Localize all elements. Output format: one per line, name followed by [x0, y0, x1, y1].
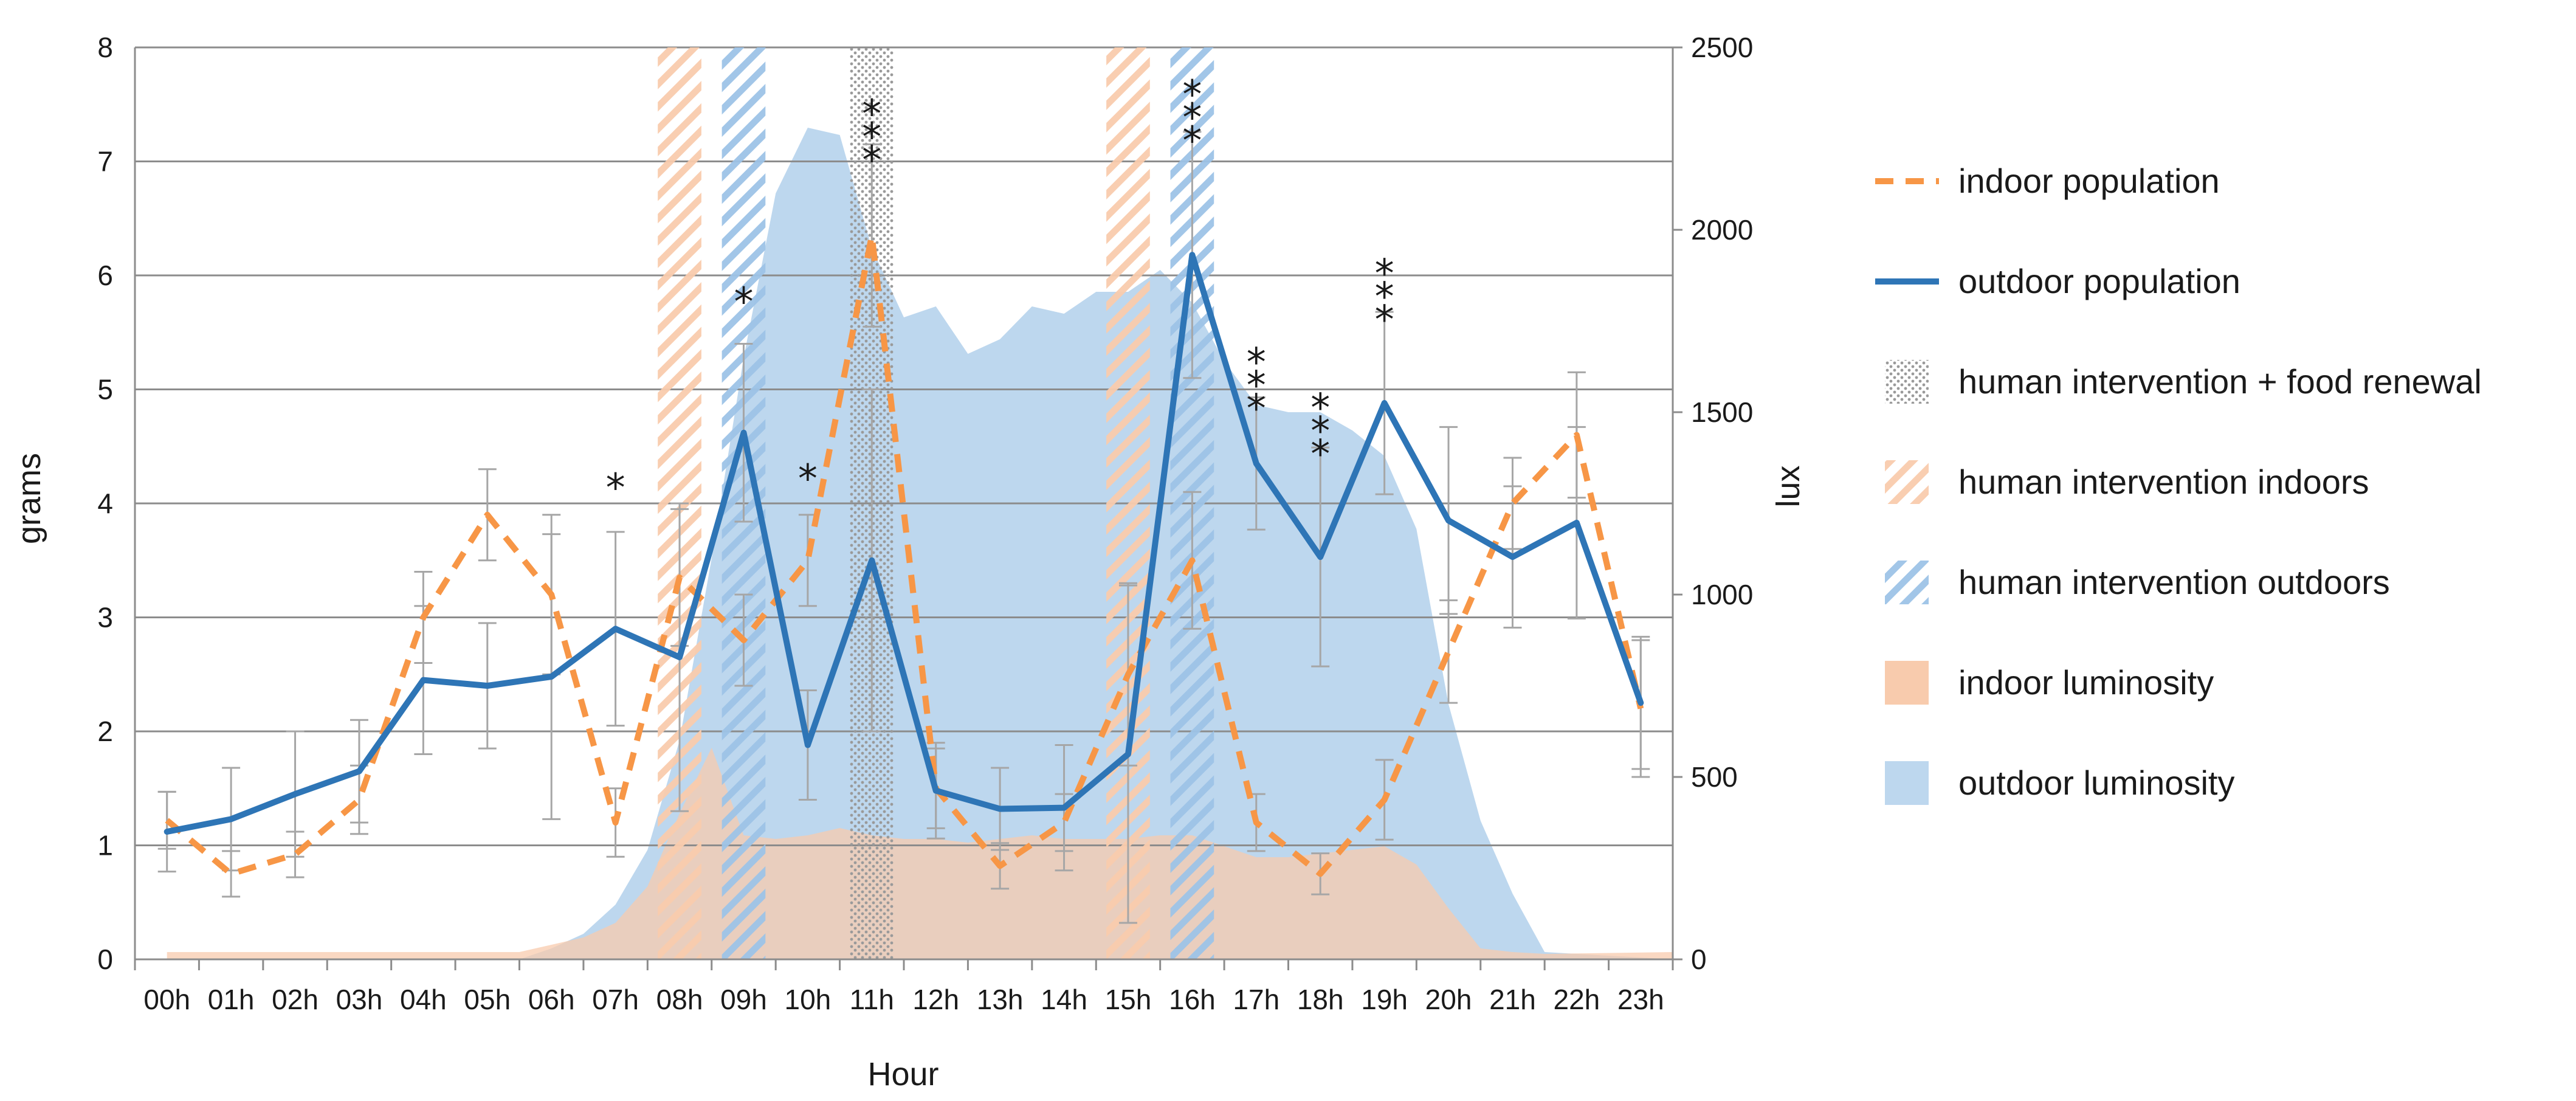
legend-item: indoor population: [1875, 162, 2220, 200]
legend-label: outdoor population: [1958, 262, 2240, 300]
x-tick-label: 14h: [1041, 984, 1087, 1015]
y-tick-label: 2: [97, 716, 113, 747]
outdoor-population-line: [164, 252, 1644, 835]
indoor-population-line: [165, 232, 1644, 877]
x-tick-label: 13h: [977, 984, 1024, 1015]
x-tick-label: 22h: [1554, 984, 1600, 1015]
y2-tick-label: 0: [1691, 944, 1707, 975]
significance-marker-19h: * * *: [1375, 252, 1394, 343]
x-tick-label: 04h: [400, 984, 447, 1015]
asterisk: *: [862, 138, 881, 183]
asterisk: *: [1310, 409, 1330, 454]
y2-tick-label: 1000: [1691, 579, 1753, 610]
asterisk: *: [1247, 387, 1266, 432]
legend-label: outdoor luminosity: [1958, 764, 2234, 802]
legend-swatch-fill-orange: [1885, 661, 1929, 705]
x-tick-label: 15h: [1105, 984, 1152, 1015]
x-tick-label: 09h: [720, 984, 767, 1015]
asterisk: *: [1375, 298, 1394, 343]
asterisk: *: [1375, 275, 1394, 320]
legend-label: human intervention outdoors: [1958, 563, 2390, 601]
x-tick-label: 10h: [785, 984, 832, 1015]
legend-label: human intervention + food renewal: [1958, 362, 2482, 401]
y2-tick-label: 2000: [1691, 214, 1753, 246]
legend-label: indoor population: [1958, 162, 2220, 200]
legend-label: human intervention indoors: [1958, 463, 2369, 501]
y2-tick-label: 500: [1691, 761, 1738, 793]
significance-marker-07h: *: [606, 466, 625, 511]
significance-marker-16h: * * *: [1182, 72, 1202, 164]
legend-item: human intervention + food renewal: [1885, 360, 2482, 404]
outdoor-luminosity-area: [167, 128, 1673, 959]
asterisk: *: [1247, 364, 1266, 409]
x-axis-title: Hour: [867, 1056, 938, 1092]
x-tick-label: 12h: [912, 984, 959, 1015]
x-tick-label: 00h: [143, 984, 190, 1015]
legend-label: indoor luminosity: [1958, 663, 2214, 702]
asterisk: *: [734, 280, 753, 325]
asterisk: *: [1182, 72, 1202, 117]
y-tick-label: 3: [97, 602, 113, 633]
significance-marker-17h: * * *: [1247, 340, 1266, 432]
y-tick-label: 1: [97, 830, 113, 861]
legend-item: human intervention indoors: [1885, 460, 2369, 504]
asterisk: *: [1182, 119, 1202, 164]
asterisk: *: [862, 92, 881, 137]
asterisk: *: [1310, 432, 1330, 477]
y-tick-label: 7: [97, 146, 113, 178]
x-tick-label: 18h: [1297, 984, 1344, 1015]
legend-item: human intervention outdoors: [1885, 561, 2390, 604]
x-tick-label: 19h: [1361, 984, 1408, 1015]
y-tick-label: 6: [97, 260, 113, 291]
legend-swatch-hatch-orange: [1885, 460, 1929, 504]
luminosity-areas: [167, 128, 1673, 959]
asterisk: *: [1375, 252, 1394, 297]
x-tick-label: 16h: [1169, 984, 1216, 1015]
legend-swatch-fill-blue: [1885, 761, 1929, 805]
x-tick-label: 06h: [528, 984, 575, 1015]
asterisk: *: [1247, 340, 1266, 385]
indoor-luminosity-area: [167, 748, 1673, 959]
x-tick-label: 17h: [1233, 984, 1279, 1015]
significance-markers: **** * ** * ** * * * * ** * *: [606, 72, 1394, 511]
x-tick-label: 08h: [656, 984, 703, 1015]
significance-marker-09h: *: [734, 280, 753, 325]
y2-tick-label: 1500: [1691, 396, 1753, 428]
y2-tick-label: 2500: [1691, 32, 1753, 63]
population-lines: [164, 232, 1644, 877]
legend-swatch-hatch-blue: [1885, 561, 1929, 604]
x-tick-label: 05h: [464, 984, 511, 1015]
legend: indoor population outdoor population human…: [1875, 162, 2482, 805]
significance-marker-18h: * * *: [1310, 386, 1330, 477]
x-tick-label: 02h: [272, 984, 319, 1015]
legend-item: indoor luminosity: [1885, 661, 2214, 705]
x-tick-label: 07h: [592, 984, 639, 1015]
asterisk: *: [606, 466, 625, 511]
y2-axis-title: lux: [1770, 465, 1806, 507]
legend-swatch-dots: [1885, 360, 1929, 404]
axes: 0 1 2 3 4 5 6 7 8 0 500 1000 1500 2000 2500 00h 01h 02h 03…: [97, 32, 1753, 1015]
asterisk: *: [1310, 386, 1330, 431]
y-tick-label: 8: [97, 32, 113, 63]
significance-marker-10h: *: [798, 457, 818, 502]
x-tick-label: 01h: [208, 984, 255, 1015]
legend-item: outdoor population: [1875, 262, 2240, 300]
asterisk: *: [1182, 95, 1202, 140]
x-tick-label: 20h: [1425, 984, 1472, 1015]
legend-item: outdoor luminosity: [1885, 761, 2234, 805]
x-tick-label: 23h: [1617, 984, 1664, 1015]
x-tick-label: 11h: [850, 984, 894, 1015]
significance-marker-11h: * * *: [862, 92, 881, 183]
asterisk: *: [862, 115, 881, 160]
asterisk: *: [798, 457, 818, 502]
y-tick-label: 4: [97, 488, 113, 519]
x-tick-label: 21h: [1489, 984, 1536, 1015]
y-tick-label: 5: [97, 374, 113, 406]
y-tick-label: 0: [97, 944, 113, 975]
y-axis-title: grams: [11, 453, 47, 544]
x-tick-label: 03h: [336, 984, 383, 1015]
